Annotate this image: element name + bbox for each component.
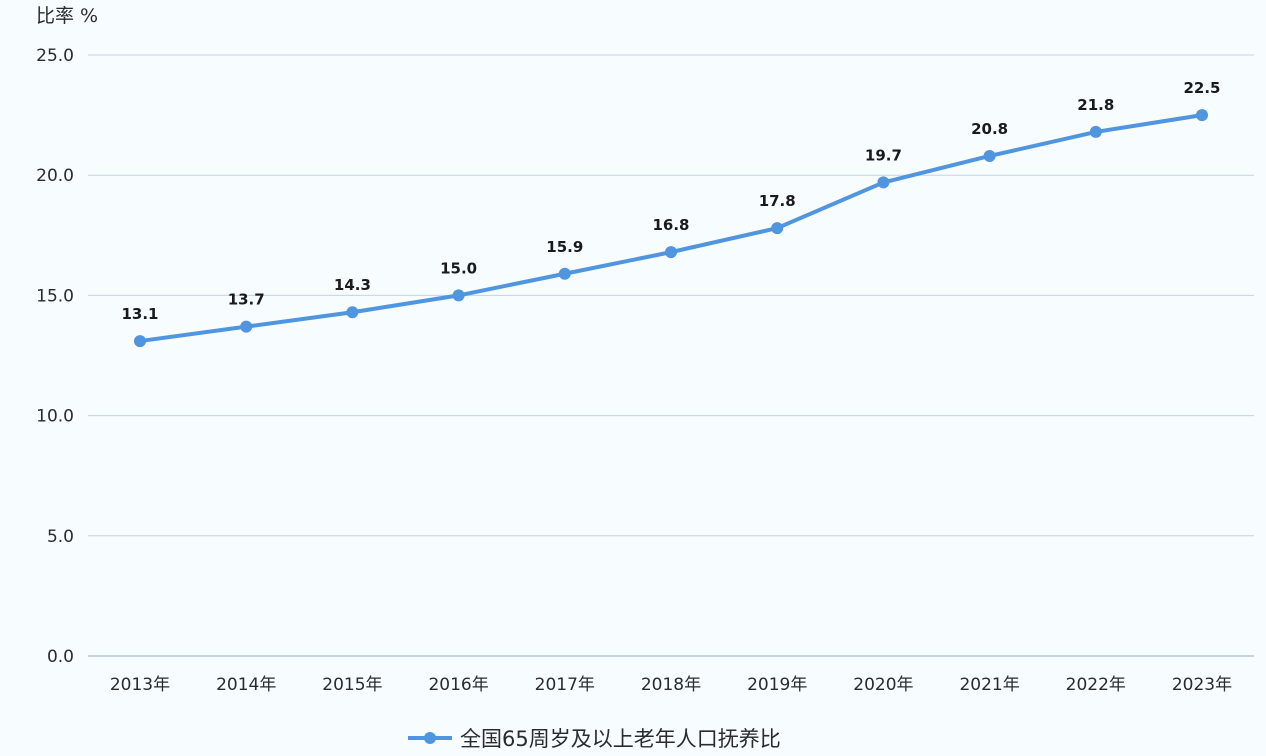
data-point (240, 320, 253, 333)
series-group: 13.1 13.7 14.3 15.0 15.9 16.8 17.8 19.7 20.8 21.8… (121, 79, 1221, 348)
data-label: 14.3 (334, 276, 371, 294)
data-label: 16.8 (652, 216, 689, 234)
data-label: 15.0 (440, 259, 477, 277)
x-axis-ticks: 2013年 2014年 2015年 2016年 2017年 2018年 2019年 2020年… (110, 675, 1232, 695)
data-point (134, 335, 146, 348)
data-point (771, 222, 784, 235)
x-tick-label: 2016年 (428, 675, 488, 695)
y-tick-label: 0.0 (47, 647, 74, 667)
data-point (1196, 109, 1208, 122)
data-label: 17.8 (759, 192, 796, 210)
x-tick-label: 2020年 (853, 675, 913, 695)
data-point (1089, 125, 1102, 138)
x-tick-label: 2013年 (110, 675, 170, 695)
data-label: 15.9 (546, 238, 583, 256)
y-tick-label: 5.0 (47, 527, 74, 547)
x-tick-label: 2017年 (535, 675, 595, 695)
y-tick-label: 20.0 (36, 166, 74, 186)
x-tick-label: 2018年 (641, 675, 701, 695)
x-tick-label: 2021年 (959, 675, 1019, 695)
data-label: 21.8 (1077, 96, 1114, 114)
legend-marker (424, 732, 436, 744)
gridlines (88, 54, 1254, 657)
x-tick-label: 2014年 (216, 675, 276, 695)
data-label: 19.7 (865, 146, 902, 164)
data-point (877, 176, 890, 189)
data-label: 20.8 (971, 120, 1008, 138)
y-tick-label: 10.0 (36, 407, 74, 427)
data-point (665, 246, 677, 259)
legend-series-label: 全国65周岁及以上老年人口抚养比 (460, 727, 781, 751)
data-point (983, 149, 996, 162)
x-tick-label: 2015年 (322, 675, 382, 695)
y-tick-label: 25.0 (36, 46, 74, 66)
data-point (452, 289, 465, 302)
data-label: 13.7 (228, 291, 265, 309)
data-point (558, 267, 571, 280)
y-axis-label: 比率 % (36, 5, 98, 27)
x-tick-label: 2023年 (1172, 675, 1232, 695)
data-label: 13.1 (121, 305, 158, 323)
y-axis-ticks: 0.0 5.0 10.0 15.0 20.0 25.0 (36, 46, 74, 667)
data-point (346, 306, 359, 319)
data-label: 22.5 (1183, 79, 1220, 97)
legend[interactable]: 全国65周岁及以上老年人口抚养比 (408, 727, 781, 751)
y-tick-label: 15.0 (36, 286, 74, 306)
x-tick-label: 2022年 (1066, 675, 1126, 695)
x-tick-label: 2019年 (747, 675, 807, 695)
